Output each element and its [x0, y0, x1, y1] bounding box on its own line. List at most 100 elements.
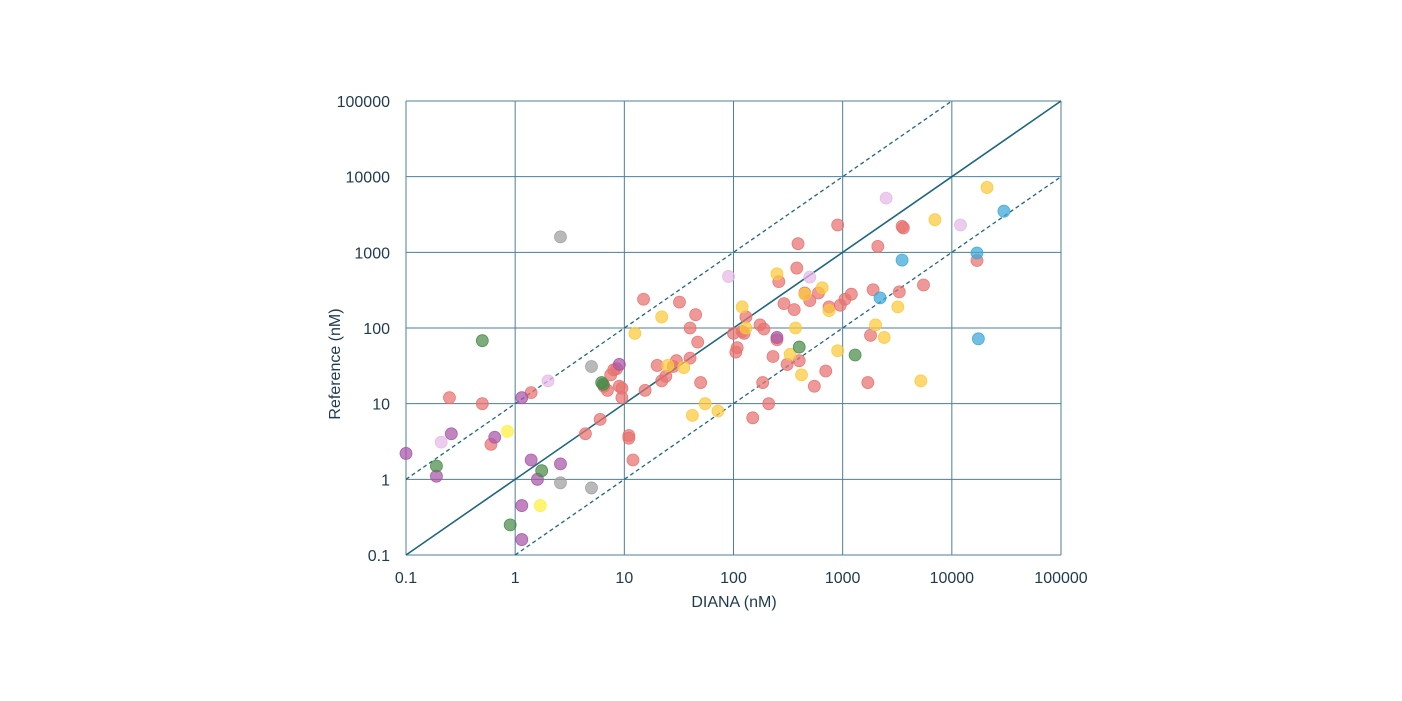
- data-point: [844, 287, 858, 301]
- data-point: [430, 459, 443, 473]
- data-point: [488, 430, 502, 444]
- tick-labels: 0.1 1 10 100 1000 10000 100000 0.1 1 10 100 1000 100…: [337, 94, 1088, 587]
- data-point: [766, 350, 780, 363]
- data-point: [735, 300, 749, 314]
- y-axis-title: Reference (nM): [327, 308, 344, 419]
- tenfold-dashed-line: [405, 100, 953, 480]
- data-point: [691, 335, 705, 349]
- data-point: [787, 303, 801, 317]
- data-point: [789, 321, 802, 335]
- data-point: [503, 518, 517, 532]
- data-point: [515, 391, 529, 405]
- data-point: [848, 348, 862, 362]
- data-point: [777, 297, 791, 311]
- data-point: [661, 359, 675, 372]
- data-point: [762, 397, 776, 411]
- data-point: [815, 281, 829, 295]
- data-point: [683, 321, 697, 335]
- data-point: [443, 391, 456, 405]
- data-point: [783, 347, 797, 361]
- data-point: [803, 270, 817, 284]
- x-tick-label: 10: [615, 570, 633, 587]
- data-point: [626, 453, 640, 467]
- data-point: [798, 287, 812, 301]
- data-point: [757, 322, 771, 336]
- data-point: [914, 374, 928, 388]
- data-point: [637, 292, 650, 306]
- data-point: [434, 435, 448, 449]
- data-point: [819, 364, 833, 378]
- data-point: [791, 237, 805, 251]
- data-point: [515, 499, 529, 512]
- data-point: [501, 425, 514, 438]
- y-tick-label: 1000: [354, 245, 390, 262]
- data-point: [585, 360, 598, 373]
- data-point: [790, 261, 804, 275]
- data-point: [980, 181, 994, 194]
- data-point: [585, 481, 598, 495]
- y-tick-label: 100: [363, 321, 390, 338]
- data-point: [895, 253, 909, 267]
- data-point: [685, 408, 699, 422]
- data-point: [822, 304, 836, 317]
- data-point: [596, 377, 610, 391]
- x-tick-label: 100000: [1034, 570, 1087, 587]
- x-tick-label: 1000: [825, 570, 861, 587]
- x-tick-label: 100: [720, 570, 747, 587]
- data-point: [554, 230, 567, 244]
- x-axis-title: DIANA (nM): [691, 594, 776, 611]
- x-tick-label: 1: [511, 570, 520, 587]
- data-point: [770, 267, 784, 281]
- data-point: [879, 191, 893, 205]
- data-point: [873, 291, 887, 305]
- data-point: [971, 332, 985, 346]
- data-point: [655, 310, 669, 324]
- data-point: [792, 340, 806, 354]
- data-point: [475, 334, 489, 348]
- y-tick-label: 100000: [337, 94, 390, 111]
- data-point: [475, 397, 489, 411]
- data-point: [615, 391, 629, 405]
- y-tick-label: 0.1: [368, 548, 390, 565]
- data-point: [792, 354, 806, 368]
- data-point: [622, 431, 636, 445]
- data-point: [917, 278, 930, 292]
- data-point: [730, 341, 744, 355]
- data-point: [711, 404, 725, 418]
- data-point: [970, 246, 984, 260]
- data-point: [533, 499, 547, 512]
- data-point: [683, 351, 697, 365]
- y-tick-label: 10: [372, 397, 390, 414]
- data-point: [524, 453, 538, 467]
- data-point: [756, 376, 770, 389]
- data-point: [399, 447, 413, 460]
- data-point: [739, 321, 753, 335]
- data-point: [677, 361, 691, 374]
- x-tick-label: 0.1: [395, 570, 417, 587]
- data-point: [698, 397, 712, 411]
- data-point: [673, 295, 686, 309]
- data-point: [954, 218, 967, 232]
- data-point: [877, 331, 891, 344]
- data-point: [866, 283, 880, 297]
- y-tick-label: 10000: [346, 170, 391, 187]
- y-tick-label: 1: [381, 472, 390, 489]
- data-point: [612, 358, 626, 371]
- data-point: [896, 221, 910, 235]
- data-point: [891, 300, 905, 314]
- data-point: [579, 427, 592, 441]
- data-point: [869, 318, 882, 332]
- data-point: [638, 383, 652, 397]
- data-point: [770, 331, 784, 344]
- data-point: [831, 344, 845, 358]
- data-point: [746, 411, 760, 425]
- data-point: [689, 308, 703, 322]
- data-point: [554, 476, 567, 490]
- data-point: [795, 368, 808, 382]
- data-point: [593, 412, 607, 426]
- data-point: [892, 285, 906, 299]
- data-point: [535, 464, 549, 478]
- data-point: [554, 457, 567, 471]
- data-point: [722, 270, 735, 283]
